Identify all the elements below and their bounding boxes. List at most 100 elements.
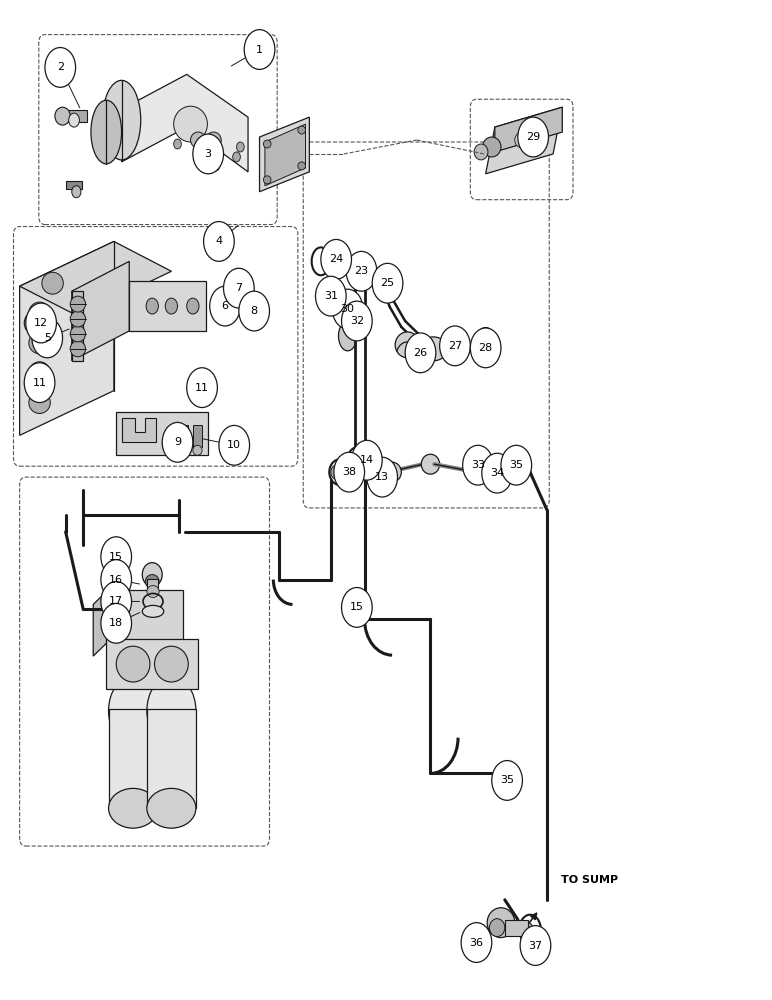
Text: 14: 14 — [360, 455, 374, 465]
Circle shape — [492, 761, 523, 800]
Ellipse shape — [70, 311, 86, 327]
Circle shape — [501, 445, 532, 485]
Text: 3: 3 — [205, 149, 212, 159]
Circle shape — [372, 263, 403, 303]
Text: 8: 8 — [251, 306, 258, 316]
Text: 35: 35 — [510, 460, 523, 470]
Polygon shape — [363, 462, 394, 482]
Ellipse shape — [142, 563, 162, 587]
Ellipse shape — [147, 788, 196, 828]
Ellipse shape — [232, 152, 240, 162]
Circle shape — [351, 440, 382, 480]
Polygon shape — [121, 418, 156, 442]
Text: 33: 33 — [471, 460, 485, 470]
Circle shape — [187, 368, 218, 408]
Text: TO SUMP: TO SUMP — [560, 875, 618, 885]
Bar — [147, 709, 196, 808]
Circle shape — [341, 301, 372, 341]
Ellipse shape — [187, 298, 199, 314]
Text: 38: 38 — [342, 467, 356, 477]
Ellipse shape — [145, 575, 159, 589]
Text: 37: 37 — [528, 941, 543, 951]
Ellipse shape — [117, 646, 150, 682]
Ellipse shape — [29, 302, 50, 324]
Circle shape — [341, 588, 372, 627]
Ellipse shape — [142, 605, 164, 617]
Ellipse shape — [174, 139, 181, 149]
Ellipse shape — [327, 256, 340, 274]
Ellipse shape — [487, 908, 515, 938]
Ellipse shape — [298, 126, 306, 134]
Circle shape — [204, 222, 234, 261]
Text: 15: 15 — [350, 602, 364, 612]
Ellipse shape — [395, 332, 420, 358]
Circle shape — [405, 333, 436, 373]
Text: 4: 4 — [215, 236, 222, 246]
Circle shape — [321, 239, 351, 279]
Circle shape — [462, 445, 493, 485]
Ellipse shape — [146, 298, 158, 314]
Polygon shape — [486, 107, 562, 174]
Polygon shape — [72, 291, 83, 361]
Circle shape — [210, 286, 240, 326]
Text: 10: 10 — [227, 440, 241, 450]
Ellipse shape — [340, 303, 363, 339]
Text: 13: 13 — [375, 472, 389, 482]
Text: 32: 32 — [350, 316, 364, 326]
Ellipse shape — [69, 113, 80, 127]
Text: 16: 16 — [109, 575, 124, 585]
Circle shape — [461, 923, 492, 962]
Text: 24: 24 — [329, 254, 344, 264]
Circle shape — [101, 582, 131, 621]
Ellipse shape — [70, 326, 86, 342]
Circle shape — [439, 326, 470, 366]
Text: 35: 35 — [500, 775, 514, 785]
Ellipse shape — [338, 321, 357, 351]
Text: 15: 15 — [109, 552, 124, 562]
Circle shape — [25, 303, 56, 343]
Circle shape — [367, 457, 398, 497]
Polygon shape — [107, 639, 198, 689]
Circle shape — [346, 251, 377, 291]
Ellipse shape — [29, 332, 50, 354]
Ellipse shape — [174, 106, 208, 142]
Text: 6: 6 — [222, 301, 229, 311]
Circle shape — [224, 268, 254, 308]
Ellipse shape — [263, 140, 271, 148]
Ellipse shape — [109, 676, 157, 746]
Circle shape — [24, 363, 55, 403]
Ellipse shape — [70, 296, 86, 312]
Bar — [147, 579, 158, 591]
Ellipse shape — [515, 132, 530, 148]
Polygon shape — [129, 281, 206, 331]
Polygon shape — [259, 117, 310, 192]
Text: 36: 36 — [469, 938, 483, 948]
Circle shape — [518, 117, 548, 157]
Text: 25: 25 — [381, 278, 394, 288]
Polygon shape — [19, 241, 171, 316]
Ellipse shape — [154, 646, 188, 682]
Ellipse shape — [191, 132, 206, 148]
Text: 9: 9 — [174, 437, 181, 447]
Circle shape — [482, 453, 513, 493]
Circle shape — [162, 422, 193, 462]
Text: 11: 11 — [32, 378, 46, 388]
Ellipse shape — [72, 186, 81, 198]
Text: 29: 29 — [526, 132, 540, 142]
Ellipse shape — [91, 100, 121, 164]
Ellipse shape — [147, 586, 159, 597]
Circle shape — [101, 603, 131, 643]
Ellipse shape — [147, 676, 196, 746]
Text: 12: 12 — [34, 318, 48, 328]
Text: 17: 17 — [109, 596, 124, 606]
Ellipse shape — [103, 80, 141, 160]
Ellipse shape — [206, 132, 222, 148]
Ellipse shape — [29, 362, 50, 384]
Text: 2: 2 — [56, 62, 64, 72]
Ellipse shape — [165, 298, 178, 314]
Ellipse shape — [331, 465, 341, 479]
Ellipse shape — [212, 161, 220, 171]
Text: 28: 28 — [479, 343, 493, 353]
Text: 7: 7 — [235, 283, 242, 293]
Bar — [193, 425, 202, 447]
